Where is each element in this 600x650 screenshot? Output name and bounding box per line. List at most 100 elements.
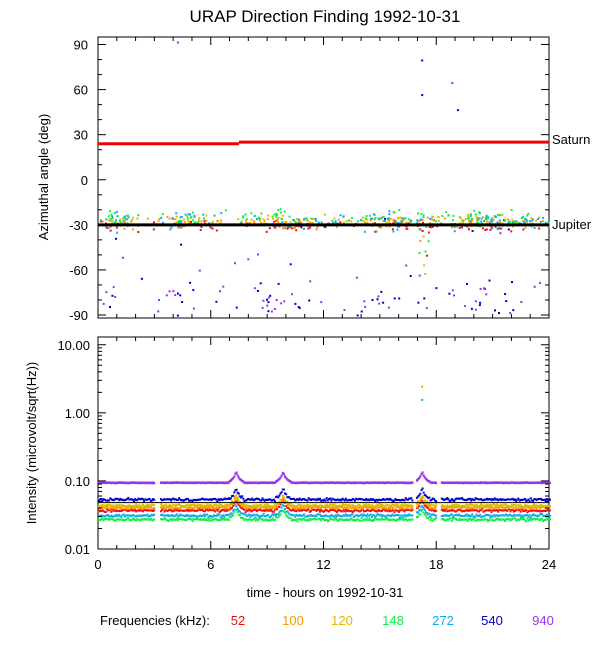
azimuth-point-540 [259, 282, 262, 285]
intensity-point-52 [140, 509, 143, 512]
intensity-point-148 [302, 517, 305, 520]
intensity-point-120 [514, 504, 516, 506]
intensity-point-272 [546, 513, 549, 516]
azimuth-point-52 [105, 226, 108, 229]
azimuth-point-272 [189, 213, 192, 216]
intensity-point-940 [301, 481, 303, 484]
intensity-point-272 [339, 515, 342, 517]
azimuth-point-148 [120, 222, 123, 225]
intensity-point-940 [388, 481, 391, 484]
intensity-point-148 [471, 518, 474, 520]
azimuth-point-940 [273, 308, 276, 310]
azimuth-point-272 [111, 215, 114, 218]
intensity-point-52 [355, 509, 358, 512]
intensity-point-100 [143, 507, 146, 510]
intensity-point-100 [263, 506, 266, 509]
intensity-point-148 [149, 517, 152, 520]
intensity-point-52 [304, 509, 307, 512]
intensity-point-272 [266, 514, 268, 517]
intensity-point-148 [182, 518, 185, 521]
intensity-point-100 [123, 507, 126, 510]
intensity-point-272 [524, 514, 527, 517]
intensity-point-272 [511, 515, 514, 517]
intensity-point-148 [151, 518, 153, 521]
azimuth-point-940 [483, 287, 486, 290]
azimuth-point-940 [121, 256, 124, 259]
intensity-point-940 [294, 481, 297, 485]
azimuth-point-148 [259, 218, 262, 221]
intensity-point-272 [531, 514, 533, 517]
intensity-point-52 [531, 509, 533, 512]
azimuth-point-272 [533, 227, 536, 229]
azimuth-point-272 [292, 219, 295, 221]
intensity-point-52 [215, 508, 218, 511]
intensity-point-940 [144, 481, 147, 485]
intensity-point-100 [126, 507, 129, 510]
azimuth-point-100 [267, 214, 270, 217]
azimuth-point-120 [538, 216, 541, 219]
intensity-point-52 [528, 510, 531, 513]
intensity-point-940 [120, 481, 123, 485]
intensity-point-120 [179, 504, 182, 507]
intensity-point-52 [347, 509, 350, 512]
intensity-point-52 [499, 509, 502, 512]
intensity-point-940 [262, 481, 265, 484]
intensity-point-120 [523, 505, 526, 508]
intensity-point-100 [357, 506, 360, 509]
intensity-point-540 [307, 497, 310, 500]
intensity-point-940 [474, 481, 477, 484]
intensity-point-540 [464, 499, 467, 502]
intensity-point-540 [204, 498, 206, 501]
intensity-point-540 [514, 498, 516, 501]
intensity-point-148 [509, 519, 512, 522]
intensity-point-272 [120, 515, 123, 518]
intensity-point-940 [366, 481, 369, 484]
intensity-point-272 [188, 514, 191, 517]
azimuth-point-272 [388, 210, 391, 213]
azimuth-point-52 [286, 227, 289, 230]
intensity-point-52 [209, 508, 212, 511]
intensity-point-940 [236, 474, 239, 477]
intensity-point-148 [98, 519, 100, 522]
intensity-point-148 [267, 519, 270, 522]
intensity-point-52 [390, 509, 392, 512]
intensity-point-148 [366, 517, 369, 520]
intensity-point-52 [174, 508, 177, 511]
intensity-point-272 [246, 514, 249, 517]
azimuth-point-100 [418, 222, 421, 225]
intensity-point-120 [264, 504, 267, 507]
intensity-point-52 [114, 510, 117, 513]
azimuth-point-120 [507, 219, 510, 222]
intensity-point-540 [111, 499, 114, 501]
intensity-point-52 [296, 509, 299, 512]
intensity-point-940 [454, 481, 457, 485]
intensity-point-148 [496, 517, 498, 520]
azimuth-point-52 [209, 226, 212, 229]
intensity-point-100 [498, 506, 501, 509]
intensity-point-100 [373, 507, 376, 510]
intensity-point-120 [394, 504, 397, 507]
intensity-point-100 [209, 505, 212, 508]
intensity-point-120 [285, 500, 288, 503]
intensity-point-52 [122, 508, 125, 511]
intensity-point-120 [489, 504, 492, 507]
intensity-point-540 [253, 498, 256, 501]
intensity-point-540 [378, 498, 381, 501]
intensity-point-272 [277, 513, 280, 516]
intensity-point-940 [111, 481, 114, 485]
intensity-point-540 [338, 499, 341, 502]
intensity-point-52 [111, 508, 114, 511]
intensity-point-120 [183, 504, 186, 507]
intensity-point-120 [418, 500, 421, 503]
intensity-point-52 [463, 510, 466, 513]
intensity-point-148 [99, 519, 102, 522]
intensity-point-52 [494, 509, 497, 512]
intensity-point-540 [401, 498, 404, 501]
intensity-point-100 [100, 505, 103, 508]
intensity-point-100 [476, 506, 479, 509]
intensity-point-540 [360, 498, 363, 501]
intensity-point-940 [322, 481, 325, 485]
azimuth-point-52 [199, 229, 202, 231]
azimuth-point-52 [405, 227, 408, 230]
azimuth-point-148 [473, 209, 476, 212]
